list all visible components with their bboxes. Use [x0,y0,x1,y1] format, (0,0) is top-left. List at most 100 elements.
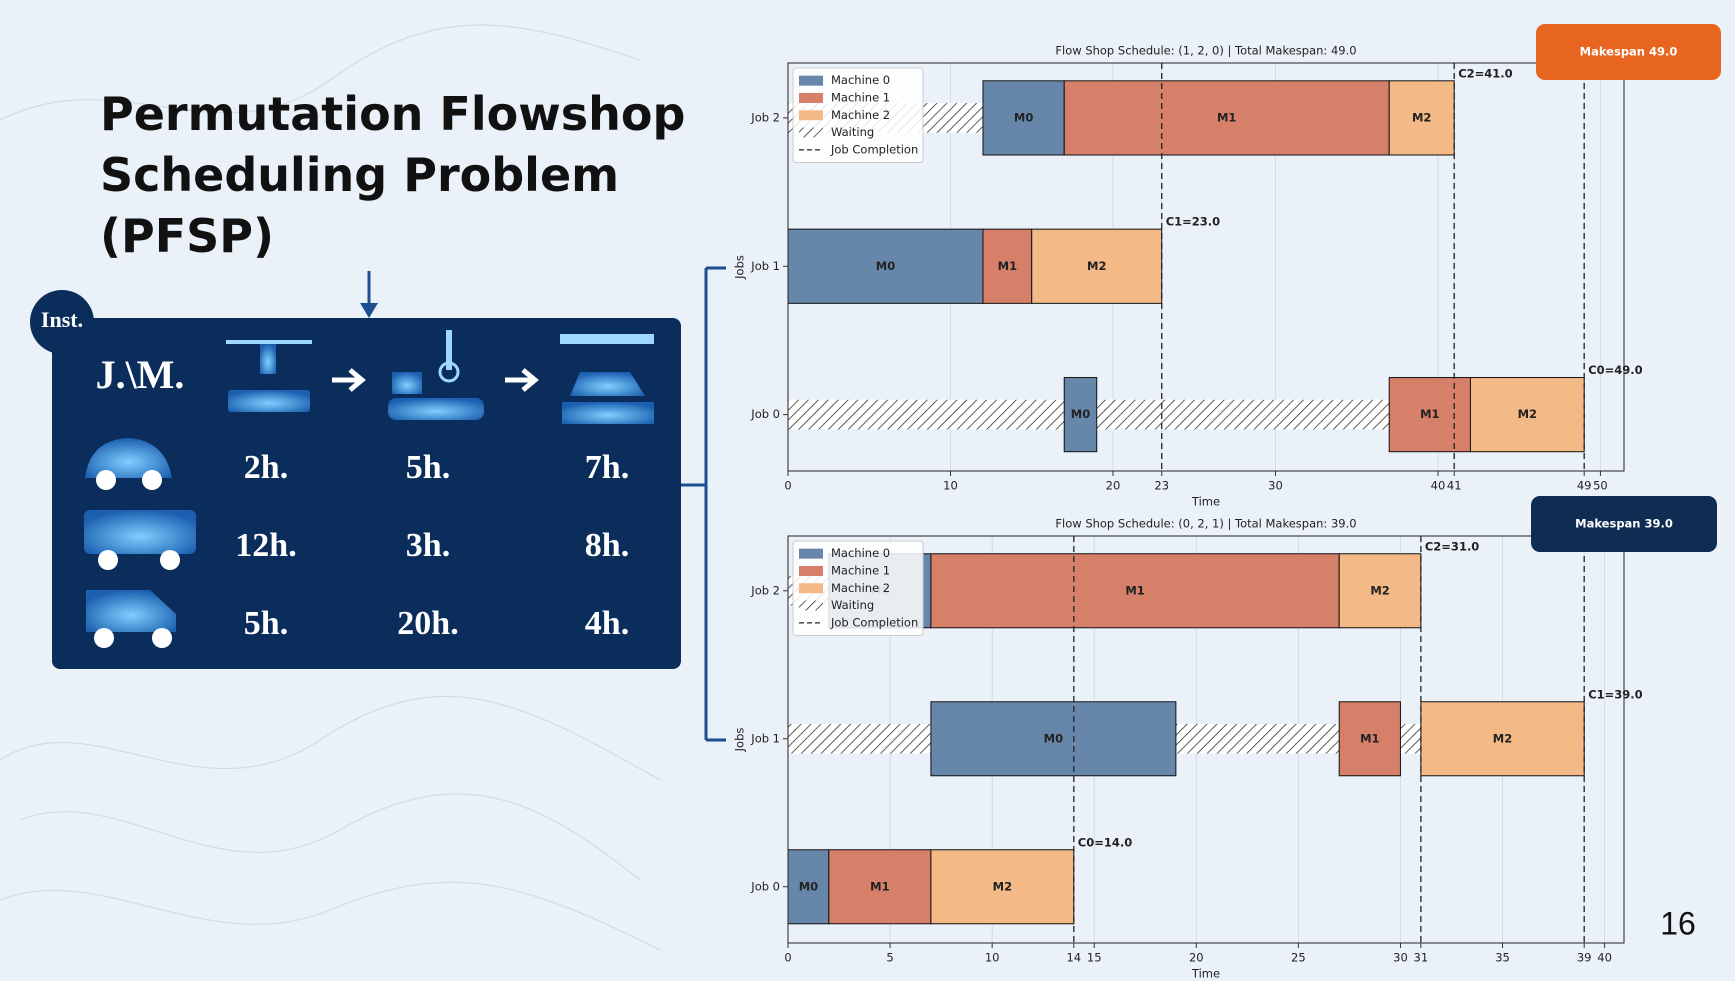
waiting-bar [1400,723,1421,754]
x-tick-label: 20 [1106,479,1121,493]
x-tick-label: 49 [1577,479,1592,493]
legend-label: Machine 0 [831,546,890,560]
legend-label: Waiting [831,125,874,139]
x-tick-label: 10 [985,951,1000,965]
plot-frame [787,535,1625,944]
task-bar [1338,553,1422,629]
waiting-bar [1096,399,1390,430]
task-label: M1 [1125,583,1144,597]
task-label: M1 [998,259,1017,273]
task-label: M0 [799,879,818,893]
x-tick-label: 30 [1268,479,1283,493]
makespan-label: Makespan 39.0 [1575,517,1673,531]
table-cell: 7h. [585,449,629,486]
task-label: M1 [870,879,889,893]
legend-label: Machine 1 [831,563,890,577]
legend-swatch [799,75,823,86]
chart-title: Flow Shop Schedule: (1, 2, 0) | Total Ma… [1055,44,1356,58]
legend-swatch [799,565,823,576]
task-bar [982,228,1033,304]
flow-arrow [505,368,539,392]
completion-label: C0=14.0 [1078,835,1132,849]
y-axis-label: Jobs [733,728,747,753]
completion-label: C2=41.0 [1458,66,1512,80]
legend-swatch [799,110,823,121]
task-bar [930,553,1340,629]
table-cell: 5h. [406,449,450,486]
y-tick-label: Job 1 [750,259,780,273]
x-tick-label: 40 [1597,951,1612,965]
x-tick-label: 39 [1577,951,1592,965]
task-bar [1063,80,1390,156]
van-icon [86,590,176,648]
x-tick-label: 35 [1495,951,1510,965]
x-tick-label: 40 [1431,479,1446,493]
background-contours [0,24,661,951]
legend-swatch [799,548,823,559]
instance-panel: Inst. J.\M. 2h. 5h. 7h. 12h. 3h. [30,271,681,669]
bus-icon [84,510,196,570]
legend-label: Machine 1 [831,90,890,104]
task-label: M1 [1420,407,1439,421]
legend-box [792,67,924,163]
y-tick-label: Job 1 [750,731,780,745]
task-bar [1388,80,1455,156]
task-bar [1388,377,1471,453]
machine-icon [226,340,312,412]
x-tick-label: 25 [1291,951,1306,965]
task-label: M2 [1518,407,1537,421]
y-tick-label: Job 0 [750,407,780,421]
flow-arrow [332,368,366,392]
car-icon [85,438,172,490]
plot-frame [787,62,1625,472]
x-tick-label: 50 [1593,479,1608,493]
y-tick-label: Job 2 [750,110,780,124]
machine-icon [560,334,654,424]
task-bar [1338,701,1401,777]
x-tick-label: 30 [1393,951,1408,965]
table-cell: 12h. [235,527,296,564]
x-tick-label: 31 [1414,951,1429,965]
table-cell: 20h. [397,605,458,642]
table-cell: 3h. [406,527,450,564]
x-tick-label: 0 [784,479,791,493]
completion-label: C2=31.0 [1425,539,1479,553]
makespan-badge [1536,24,1721,80]
gantt-chart: 0 10 20 23 30 40 41 49 50 Job 0 Job 1 Job 2 M0 M0 M0 M1… [733,24,1721,509]
legend-label: Job Completion [830,142,918,156]
task-label: M1 [1217,110,1236,124]
x-axis-label: Time [1191,495,1220,509]
panel-bg [52,318,681,669]
inst-label: Inst. [41,307,83,332]
bracket [681,266,726,742]
corner-label: J.\M. [96,352,185,397]
task-bar [828,849,932,925]
task-label: M2 [1370,583,1389,597]
x-axis-label: Time [1191,967,1220,981]
completion-label: C1=23.0 [1166,215,1220,229]
legend-label: Machine 0 [831,73,890,87]
x-tick-label: 5 [886,951,893,965]
waiting-bar [788,399,1065,430]
waiting-bar [788,723,931,754]
x-tick-label: 10 [943,479,958,493]
legend-label: Machine 2 [831,581,890,595]
chart-title: Flow Shop Schedule: (0, 2, 1) | Total Ma… [1055,517,1356,531]
table-cell: 8h. [585,527,629,564]
task-label: M1 [1360,731,1379,745]
x-tick-label: 0 [784,951,791,965]
task-label: M0 [1071,407,1090,421]
completion-label: C1=39.0 [1588,687,1642,701]
legend-box [792,540,924,636]
makespan-label: Makespan 49.0 [1580,45,1678,59]
completion-label: C0=49.0 [1588,363,1642,377]
x-tick-label: 23 [1154,479,1169,493]
legend-label: Machine 2 [831,108,890,122]
task-bar [1063,377,1098,453]
task-label: M2 [1493,731,1512,745]
waiting-bar [1175,723,1340,754]
table-cell: 2h. [244,449,288,486]
makespan-badge [1531,496,1717,552]
